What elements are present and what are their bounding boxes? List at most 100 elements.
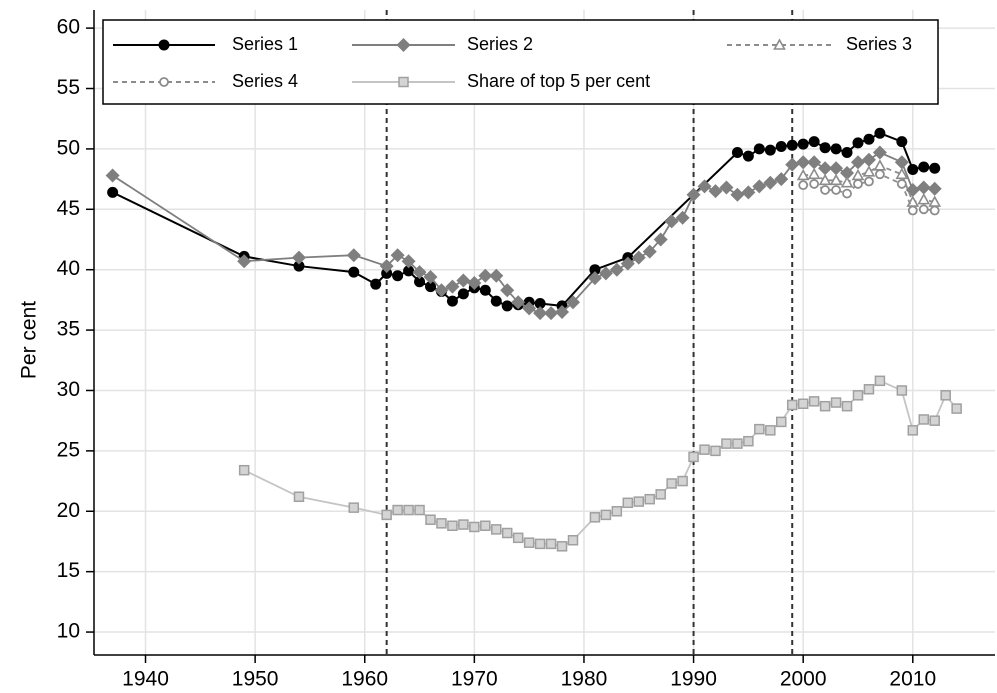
y-tick-label: 50 — [57, 136, 80, 159]
x-tick-label: 1940 — [122, 668, 169, 691]
point — [896, 136, 908, 148]
point — [807, 167, 821, 180]
y-tick-label: 60 — [57, 16, 80, 39]
point — [875, 169, 885, 180]
point — [445, 279, 460, 294]
point — [872, 145, 887, 160]
legend-marker — [773, 38, 786, 50]
point — [434, 283, 449, 298]
point — [511, 295, 526, 310]
point — [446, 295, 458, 307]
point — [631, 250, 646, 265]
y-tick-label: 25 — [57, 438, 80, 461]
point — [775, 140, 787, 152]
point — [896, 179, 907, 189]
legend-box — [102, 19, 939, 105]
point — [754, 423, 765, 435]
point — [840, 166, 855, 181]
point — [896, 385, 908, 396]
point — [764, 144, 776, 156]
point — [642, 244, 657, 259]
point — [293, 491, 305, 503]
point — [655, 489, 666, 500]
point — [512, 532, 524, 544]
legend-marker — [158, 39, 170, 51]
point — [456, 273, 471, 288]
point — [565, 295, 580, 310]
point — [719, 180, 734, 195]
point — [916, 180, 931, 195]
point — [851, 168, 865, 181]
point — [600, 509, 612, 521]
point — [611, 506, 623, 517]
point — [776, 416, 787, 428]
point — [951, 403, 962, 414]
point — [500, 283, 515, 298]
legend-label: Series 2 — [467, 34, 533, 54]
point — [457, 288, 469, 300]
point — [753, 143, 765, 155]
point — [664, 214, 679, 229]
x-tick-label: 2010 — [889, 668, 936, 691]
point — [447, 520, 458, 532]
point — [677, 475, 688, 487]
point — [894, 155, 909, 170]
point — [907, 205, 918, 216]
point — [348, 502, 360, 513]
point — [917, 192, 931, 205]
point — [401, 254, 416, 269]
point — [644, 493, 655, 505]
point — [765, 425, 776, 436]
point — [786, 139, 798, 151]
legend-label: Series 4 — [232, 71, 298, 91]
point — [861, 152, 876, 167]
point — [567, 535, 579, 546]
point — [381, 509, 392, 521]
point — [688, 451, 699, 463]
point — [732, 438, 743, 449]
point — [808, 136, 820, 148]
point — [412, 265, 427, 280]
point — [743, 435, 754, 447]
point — [786, 399, 798, 411]
point — [831, 185, 841, 195]
point — [392, 504, 403, 516]
point — [797, 398, 809, 410]
x-tick-label: 1970 — [451, 668, 498, 691]
point — [905, 182, 920, 197]
point — [609, 262, 624, 277]
point — [403, 504, 414, 516]
point — [501, 300, 513, 312]
point — [829, 173, 843, 186]
legend: Series 1 Series 2 Series 3 Series 4 Share of… — [102, 19, 939, 105]
x-tick-label: 1990 — [670, 668, 717, 691]
point — [555, 304, 570, 319]
point — [620, 256, 635, 271]
point — [534, 298, 546, 310]
point — [873, 159, 887, 171]
legend-marker — [396, 38, 411, 52]
y-tick-label: 35 — [57, 318, 80, 341]
point — [862, 165, 876, 177]
point — [291, 250, 306, 265]
point — [808, 396, 820, 407]
point — [370, 278, 382, 290]
point — [863, 384, 875, 395]
point — [381, 267, 393, 279]
point — [918, 204, 929, 215]
point — [796, 155, 811, 170]
point — [874, 127, 886, 139]
point — [346, 248, 361, 263]
point — [675, 210, 690, 225]
point — [730, 187, 745, 202]
point — [653, 232, 668, 247]
point — [556, 541, 568, 552]
point — [741, 185, 756, 200]
legend-label: Series 1 — [232, 34, 298, 54]
point — [807, 155, 822, 170]
legend-label: Series 3 — [846, 34, 912, 54]
legend-marker — [398, 76, 409, 88]
point — [830, 143, 842, 155]
point — [480, 520, 491, 532]
